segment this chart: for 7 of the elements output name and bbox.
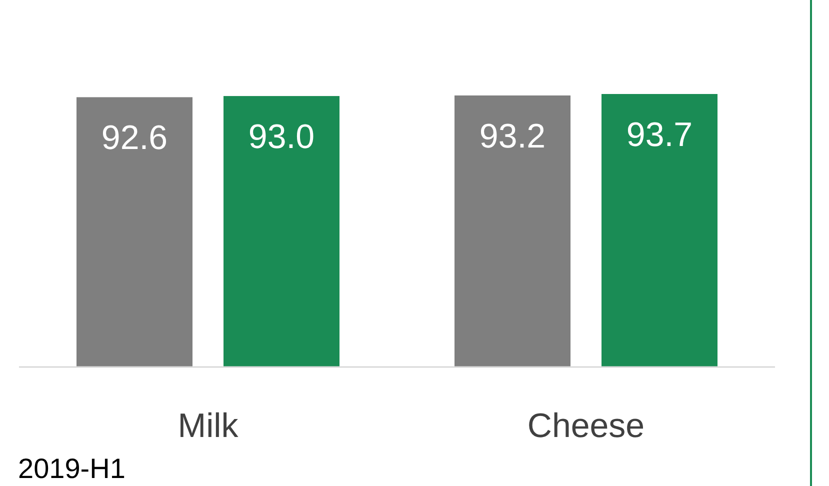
data-label: 92.6 <box>101 119 168 158</box>
data-label: 93.7 <box>626 116 693 154</box>
data-label: 93.2 <box>479 117 546 156</box>
x-tick-label: Milk <box>178 407 240 445</box>
text: 2019-H1 <box>18 453 126 484</box>
data-label: 93.0 <box>248 118 315 156</box>
x-tick-label: Cheese <box>527 407 645 445</box>
